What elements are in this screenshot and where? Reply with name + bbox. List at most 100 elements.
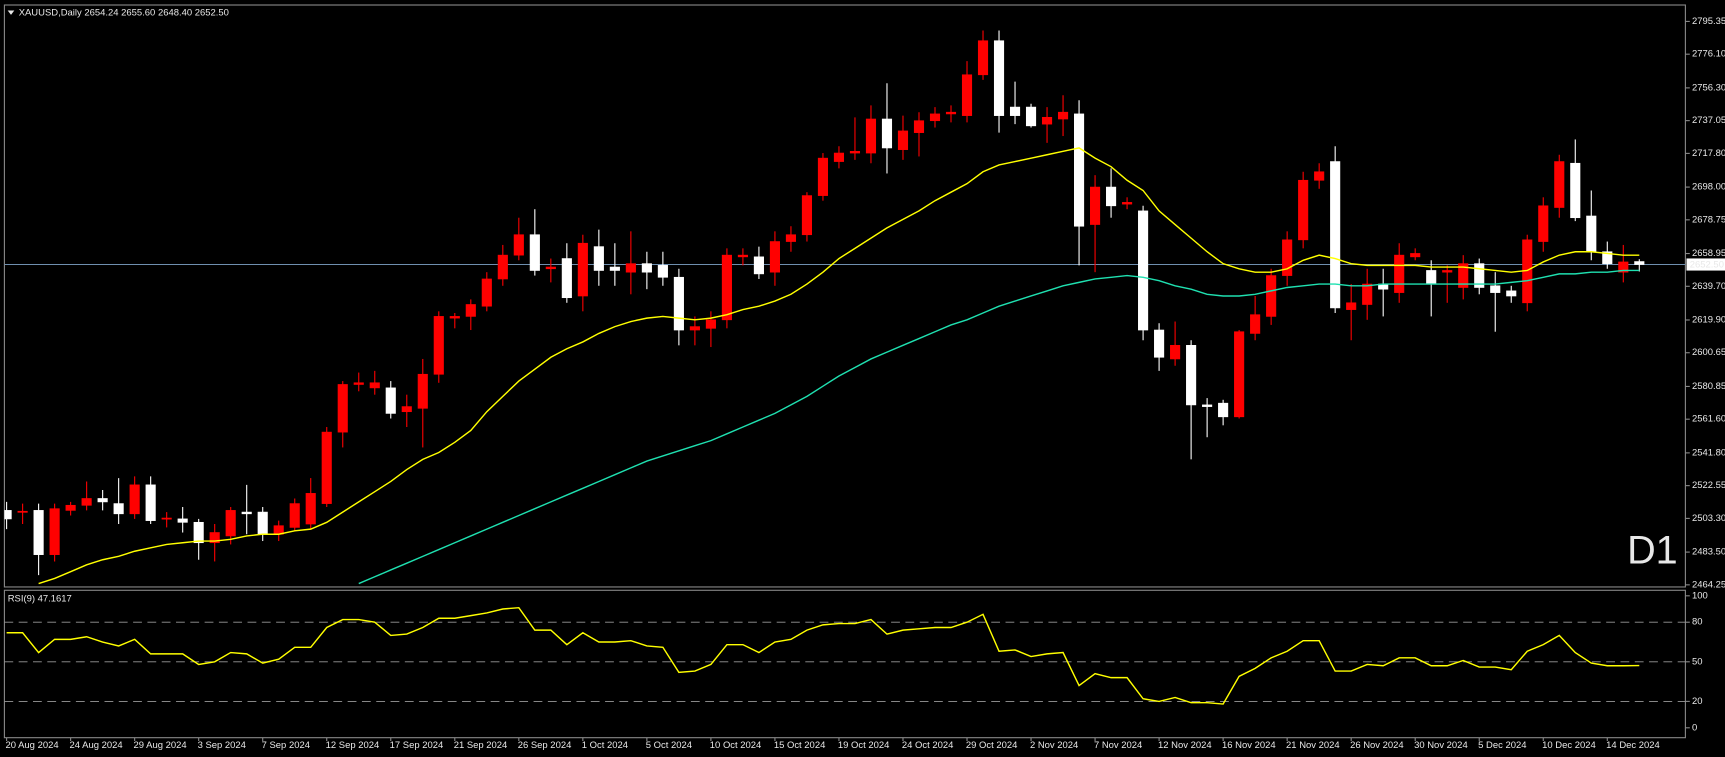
candle-body [1458,263,1469,288]
x-tick-label: 12 Nov 2024 [1158,740,1212,751]
candle-body [993,40,1005,116]
candle-body [1442,270,1453,273]
candle-body [1394,254,1405,293]
moving-average-line [358,269,1640,585]
x-tick-label: 17 Sep 2024 [390,740,444,751]
y-tick-label: 2522.55 [1692,480,1725,491]
y-tick-label: 2483.50 [1692,547,1725,558]
rsi-y-tick-label: 20 [1692,696,1703,707]
price-panel-frame [3,4,1686,588]
y-tick-label: 2776.10 [1692,49,1725,60]
x-tick-label: 29 Oct 2024 [966,740,1018,751]
candle-body [1154,329,1165,358]
x-tick-label: 24 Aug 2024 [70,740,123,751]
x-tick-label: 26 Nov 2024 [1350,740,1404,751]
x-tick-label: 3 Sep 2024 [198,740,246,751]
candle-body [1298,179,1309,241]
candle-body [1426,270,1437,285]
candle-body [769,241,780,273]
candle-body [305,493,316,525]
x-tick-label: 7 Nov 2024 [1094,740,1142,751]
candle-body [577,242,588,297]
rsi-y-tick-label: 80 [1692,617,1703,628]
candle-body [833,152,845,162]
candle-body [33,510,44,555]
candle-body [401,406,412,413]
candle-body [465,304,476,317]
x-tick-label: 1 Oct 2024 [582,740,628,751]
candle-body [1266,275,1277,317]
x-tick-label: 19 Oct 2024 [838,740,890,751]
candle-body [1618,261,1629,273]
rsi-y-tick-label: 0 [1692,722,1697,733]
candle-body [945,111,957,115]
candle-body [673,276,684,331]
candle-body [865,118,877,154]
rsi-title: RSI(9) 47.1617 [8,594,72,605]
rsi-y-tick-label: 50 [1692,656,1703,667]
candle-body [977,40,989,76]
candle-body [1538,205,1549,242]
candle-body [113,503,124,515]
candle-body [753,256,764,275]
candle-body [385,387,396,414]
x-tick-label: 7 Sep 2024 [262,740,310,751]
candle-body [1025,106,1037,127]
x-tick-label: 14 Dec 2024 [1606,740,1660,751]
candle-body [1090,186,1101,225]
candle-body [497,254,508,280]
candle-body [1170,345,1181,360]
candle-body [49,508,60,555]
candle-body [81,498,92,506]
rsi-line [6,606,1640,705]
y-tick-label: 2561.60 [1692,414,1725,425]
candle-body [337,384,348,433]
x-tick-label: 5 Dec 2024 [1478,740,1526,751]
candle-body [1586,215,1597,253]
moving-average-line [38,147,1640,585]
y-tick-label: 2698.00 [1692,182,1725,193]
candle-body [1314,171,1325,181]
y-tick-label: 2717.80 [1692,148,1725,159]
candle-body [369,382,380,389]
candle-body [209,532,220,544]
x-tick-label: 24 Oct 2024 [902,740,954,751]
y-tick-label: 2619.90 [1692,314,1725,325]
candle-body [193,521,204,544]
candle-body [593,246,604,271]
candle-body [961,74,973,116]
y-tick-label: 2503.30 [1692,513,1725,524]
x-tick-label: 30 Nov 2024 [1414,740,1468,751]
rsi-panel-frame [3,589,1686,739]
y-tick-label: 2464.25 [1692,579,1725,590]
candle-body [1250,314,1261,334]
menu-triangle[interactable] [7,10,15,15]
y-tick-label: 2737.05 [1692,115,1725,126]
candle-body [257,511,268,535]
candle-body [913,120,925,133]
current-price-box [1686,258,1725,271]
y-tick-label: 2600.65 [1692,347,1725,358]
candle-body [1138,210,1149,331]
candle-body [513,234,524,256]
candle-body [1362,283,1373,305]
candle-body [1634,261,1645,265]
y-tick-label: 2756.30 [1692,82,1725,93]
y-tick-label: 2678.75 [1692,214,1725,225]
candle-body [1202,404,1213,407]
candle-body [689,326,700,331]
candle-body [1346,302,1357,310]
x-tick-label: 21 Nov 2024 [1286,740,1340,751]
candle-body [177,518,188,523]
candle-body [545,266,556,270]
candle-body [97,498,108,503]
x-tick-label: 20 Aug 2024 [6,740,59,751]
candle-body [1330,161,1341,309]
candle-body [657,265,668,278]
x-tick-label: 10 Dec 2024 [1542,740,1596,751]
x-tick-label: 21 Sep 2024 [454,740,508,751]
candle-body [1041,116,1053,125]
candle-body [881,118,893,149]
